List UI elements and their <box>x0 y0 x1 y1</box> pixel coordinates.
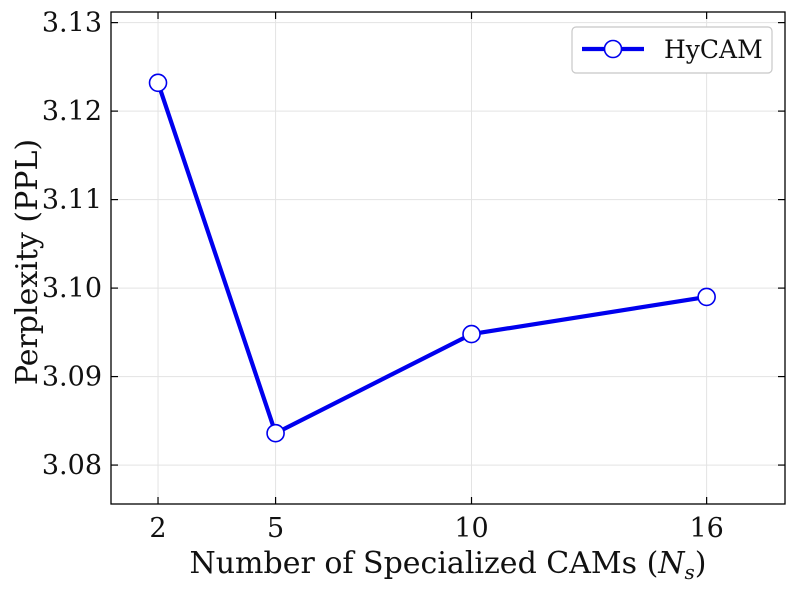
legend: HyCAM <box>571 26 773 74</box>
y-tick-label-4: 3.12 <box>42 96 102 127</box>
data-point-0-3 <box>697 287 716 307</box>
legend-marker-sample <box>603 39 623 59</box>
y-tick-label-5: 3.13 <box>42 8 102 39</box>
x-tick-label-3: 16 <box>689 513 723 544</box>
legend-label-hycam: HyCAM <box>664 35 763 64</box>
x-axis-title-close: ) <box>695 546 707 581</box>
x-tick-label-1: 5 <box>267 513 284 544</box>
x-axis-title: Number of Specialized CAMs (Ns) <box>189 546 706 584</box>
ticks: 2 5 10 16 3.08 3.09 3.10 3.11 3.12 3.13 <box>42 8 785 544</box>
y-tick-label-3: 3.11 <box>42 185 102 216</box>
x-axis-title-text: Number of Specialized CAMs ( <box>189 546 658 581</box>
data-point-0-2 <box>462 324 481 344</box>
y-tick-label-2: 3.10 <box>42 273 102 304</box>
y-tick-label-0: 3.08 <box>42 450 102 481</box>
x-axis-title-subscript: s <box>685 560 695 584</box>
legend-box <box>571 26 773 74</box>
data-point-0-0 <box>148 73 168 93</box>
y-tick-label-1: 3.09 <box>42 362 102 393</box>
y-axis-title: Perplexity (PPL) <box>10 139 45 385</box>
x-tick-label-2: 10 <box>454 513 488 544</box>
series-line-0 <box>155 80 709 436</box>
x-axis-title-symbol: N <box>657 546 686 581</box>
grid <box>111 12 785 504</box>
series-layer <box>148 73 716 443</box>
data-point-0-1 <box>266 423 285 443</box>
x-tick-label-0: 2 <box>149 513 166 544</box>
plot-frame <box>110 11 786 505</box>
